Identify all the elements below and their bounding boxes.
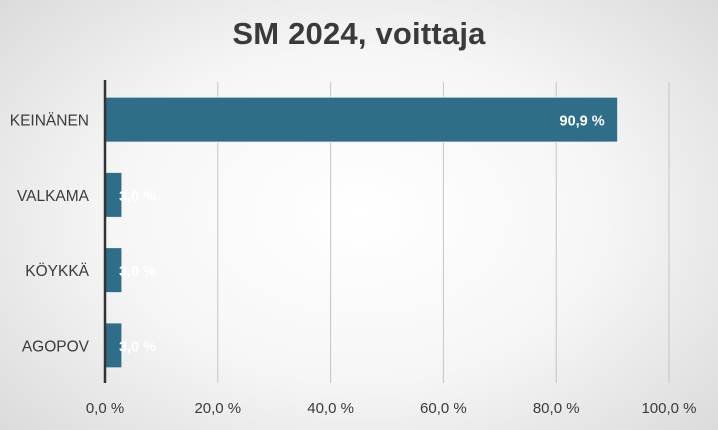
category-label: KÖYKKÄ: [25, 262, 89, 280]
x-tick-label: 80,0 %: [533, 400, 580, 417]
x-tick-label: 40,0 %: [307, 400, 354, 417]
category-label: KEINÄNEN: [10, 113, 89, 130]
data-label: 90,9 %: [560, 114, 605, 130]
data-label: 3,0 %: [119, 264, 156, 280]
x-tick-label: 100,0 %: [641, 400, 696, 417]
category-label: VALKAMA: [17, 188, 90, 205]
x-tick-label: 60,0 %: [420, 400, 467, 417]
category-label: AGOPOV: [22, 338, 90, 355]
data-label: 3,0 %: [119, 189, 156, 205]
data-label: 3,0 %: [119, 339, 156, 355]
chart-title: SM 2024, voittaja: [232, 16, 486, 51]
bar: [104, 96, 619, 143]
x-tick-label: 0,0 %: [86, 400, 124, 417]
x-tick-label: 20,0 %: [194, 400, 241, 417]
